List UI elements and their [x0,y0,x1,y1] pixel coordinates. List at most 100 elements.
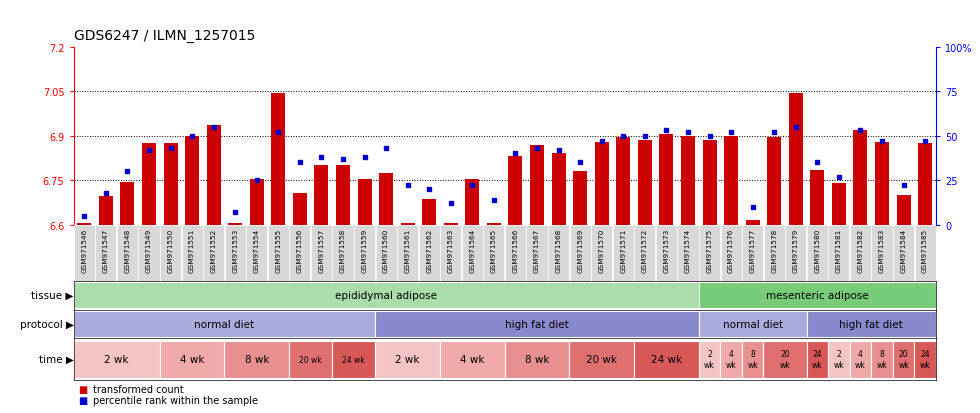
Bar [332,225,354,281]
Bar [875,142,889,225]
Text: GSM971559: GSM971559 [362,228,368,272]
Bar [897,195,910,225]
Text: high fat diet: high fat diet [505,319,569,329]
Text: GSM971547: GSM971547 [103,228,109,272]
Bar [828,341,850,378]
Bar [224,341,289,378]
Bar [807,341,828,378]
Bar [358,179,371,225]
Bar [612,225,634,281]
Bar [807,311,936,337]
Text: ■: ■ [78,395,87,405]
Bar [336,166,350,225]
Bar [207,126,220,225]
Text: 24 wk: 24 wk [651,354,682,364]
Text: GSM971563: GSM971563 [448,228,454,272]
Bar [789,93,803,225]
Bar [268,225,289,281]
Bar [311,225,332,281]
Text: 20
wk: 20 wk [899,350,908,369]
Text: GDS6247 / ILMN_1257015: GDS6247 / ILMN_1257015 [74,29,255,43]
Bar [505,225,526,281]
Bar [95,225,117,281]
Bar [375,341,440,378]
Bar [271,93,285,225]
Bar [638,141,652,225]
Text: GSM971548: GSM971548 [124,228,130,272]
Text: GSM971570: GSM971570 [599,228,605,272]
Bar [850,225,871,281]
Text: GSM971561: GSM971561 [405,228,411,272]
Bar [871,225,893,281]
Bar [634,225,656,281]
Text: GSM971552: GSM971552 [211,228,217,272]
Bar [548,225,569,281]
Bar [74,341,160,378]
Bar [893,341,914,378]
Bar [699,225,720,281]
Bar [440,225,462,281]
Bar [466,179,479,225]
Bar [462,225,483,281]
Text: 2 wk: 2 wk [104,354,128,364]
Bar [444,223,458,225]
Text: GSM971553: GSM971553 [232,228,238,272]
Bar [401,223,415,225]
Text: time ▶: time ▶ [38,354,74,364]
Bar [893,225,914,281]
Bar [573,172,587,225]
Bar [181,225,203,281]
Text: 8
wk: 8 wk [877,350,887,369]
Bar [332,341,375,378]
Text: 2
wk: 2 wk [834,350,844,369]
Bar [616,138,630,225]
Bar [74,225,95,281]
Bar [375,311,699,337]
Bar [375,225,397,281]
Bar [699,311,807,337]
Bar [699,341,720,378]
Text: 8 wk: 8 wk [244,354,269,364]
Bar [185,136,199,225]
Bar [354,225,375,281]
Text: GSM971569: GSM971569 [577,228,583,272]
Text: GSM971549: GSM971549 [146,228,152,272]
Bar [569,225,591,281]
Bar [918,144,932,225]
Bar [250,179,264,225]
Text: GSM971579: GSM971579 [793,228,799,272]
Bar [99,197,113,225]
Bar [289,225,311,281]
Text: 20 wk: 20 wk [586,354,617,364]
Text: GSM971580: GSM971580 [814,228,820,272]
Bar [530,145,544,225]
Bar [138,225,160,281]
Text: tissue ▶: tissue ▶ [31,290,74,300]
Bar [164,144,177,225]
Bar [552,154,565,225]
Bar [293,194,307,225]
Bar [828,225,850,281]
Text: 4 wk: 4 wk [461,354,484,364]
Text: GSM971583: GSM971583 [879,228,885,272]
Bar [595,142,609,225]
Bar [763,341,807,378]
Text: 8 wk: 8 wk [525,354,549,364]
Bar [807,225,828,281]
Bar [634,341,699,378]
Bar [397,225,418,281]
Bar [703,141,716,225]
Bar [763,225,785,281]
Bar [720,341,742,378]
Text: GSM971585: GSM971585 [922,228,928,272]
Text: high fat diet: high fat diet [839,319,904,329]
Bar [591,225,612,281]
Text: GSM971564: GSM971564 [469,228,475,272]
Text: GSM971554: GSM971554 [254,228,260,272]
Bar [832,184,846,225]
Text: GSM971555: GSM971555 [275,228,281,272]
Bar [656,225,677,281]
Text: GSM971581: GSM971581 [836,228,842,272]
Bar [785,225,807,281]
Bar [746,221,760,225]
